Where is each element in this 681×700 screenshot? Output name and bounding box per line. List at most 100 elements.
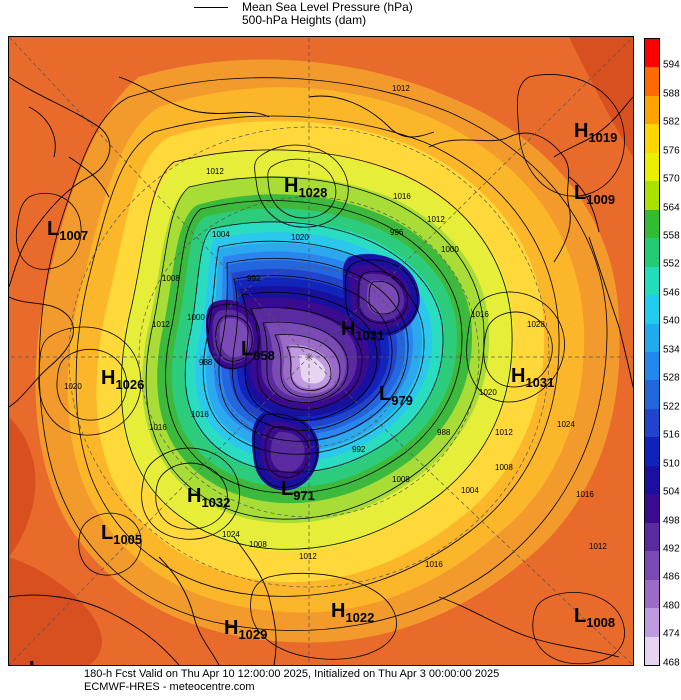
pressure-center-letter: H (331, 600, 345, 622)
colorbar-segment (645, 437, 659, 467)
colorbar (644, 38, 660, 666)
footer: 180-h Fcst Valid on Thu Apr 10 12:00:00 … (84, 668, 604, 694)
isobar-value-label: 992 (247, 274, 261, 283)
high-pressure-center: H1022 (331, 600, 374, 625)
pressure-center-letter: H (341, 318, 355, 340)
pressure-center-layer: H1019L1009H1028L1007L958H1031H1031L979H1… (29, 120, 617, 665)
colorbar-segment (645, 551, 659, 581)
colorbar-tick-label: 558 (663, 230, 680, 242)
colorbar-segment (645, 408, 659, 438)
pressure-center-value: 1029 (238, 627, 267, 642)
isobar-value-label: 1016 (576, 490, 594, 499)
isobar-value-label: 1016 (393, 192, 411, 201)
colorbar-segment (645, 39, 659, 68)
contour-label-layer: 1012 1012 1016 1012 1020 996 1004 1000 1008 992 10… (64, 84, 607, 569)
high-pressure-center: H1026 (101, 367, 144, 392)
isobar-value-label: 1012 (392, 84, 410, 93)
isobar-value-label: 992 (352, 445, 366, 454)
pressure-center-letter: H (284, 175, 298, 197)
isobar-value-label: 1008 (162, 274, 180, 283)
isobar-value-label: 1012 (427, 215, 445, 224)
isobar-value-label: 1016 (425, 560, 443, 569)
colorbar-segment (645, 494, 659, 524)
isobar-value-label: 1012 (495, 428, 513, 437)
low-pressure-center: L1009 (574, 182, 615, 207)
colorbar-segment (645, 95, 659, 125)
pressure-center-value: 1005 (113, 532, 142, 547)
colorbar-tick-label: 588 (663, 88, 680, 100)
pressure-line-swatch (194, 7, 228, 8)
pressure-center-value: 1028 (298, 185, 327, 200)
isobar-value-label: 1024 (557, 420, 575, 429)
source-credit-text: ECMWF-HRES - meteocentre.com (84, 681, 255, 693)
isobar-value-label: 1012 (589, 542, 607, 551)
isobar-value-label: 988 (199, 358, 213, 367)
pressure-center-letter: L (47, 218, 59, 240)
coastline-layer (9, 76, 633, 665)
high-pressure-center: H1028 (284, 175, 327, 200)
pressure-center-value: 979 (391, 393, 413, 408)
isobar-value-label: 1016 (471, 310, 489, 319)
colorbar-segment (645, 238, 659, 268)
pressure-center-letter: L (241, 338, 253, 360)
pressure-center-value: 1019 (588, 130, 617, 145)
pressure-center-letter: H (574, 120, 588, 142)
isobar-value-label: 1020 (64, 382, 82, 391)
pressure-center-letter: L (574, 605, 586, 627)
legend: Mean Sea Level Pressure (hPa) 500-hPa He… (190, 0, 550, 28)
isobar-value-label: 1004 (212, 230, 230, 239)
pressure-center-value: 958 (253, 348, 275, 363)
low-pressure-center: L1005 (101, 522, 142, 547)
pressure-center-value: 1009 (586, 192, 615, 207)
colorbar-tick-label: 510 (663, 458, 680, 470)
isobar-value-label: 1020 (479, 388, 497, 397)
colorbar-tick-label: 504 (663, 486, 680, 498)
graticule-layer (9, 37, 633, 665)
colorbar-tick-label: 468 (663, 657, 680, 669)
colorbar-tick-label: 474 (663, 628, 680, 640)
colorbar-segment (645, 323, 659, 353)
pressure-center-letter: L (101, 522, 113, 544)
pressure-center-letter: L (379, 383, 391, 405)
isobar-value-label: 1008 (495, 463, 513, 472)
colorbar-tick-label: 528 (663, 372, 680, 384)
colorbar-tick-label: 594 (663, 59, 680, 71)
pressure-center-value: 971 (293, 488, 315, 503)
high-pressure-center: H1031 (341, 318, 384, 343)
colorbar-segment (645, 465, 659, 495)
colorbar-tick-label: 534 (663, 344, 680, 356)
colorbar-segment (645, 380, 659, 410)
pressure-center-letter: H (187, 485, 201, 507)
isobar-value-label: 1012 (299, 552, 317, 561)
low-pressure-center: L1008 (574, 605, 615, 630)
pressure-center-value: 1031 (355, 328, 384, 343)
pressure-contour-layer (15, 74, 625, 665)
pressure-center-value: 1007 (59, 228, 88, 243)
colorbar-tick-label: 546 (663, 287, 680, 299)
isobar-value-label: 1020 (291, 233, 309, 242)
colorbar-segment (645, 579, 659, 609)
pressure-center-letter: H (101, 367, 115, 389)
colorbar-tick-label: 552 (663, 258, 680, 270)
legend-pressure-label: Mean Sea Level Pressure (hPa) (242, 0, 413, 14)
high-pressure-center: H1029 (224, 617, 267, 642)
pressure-center-letter: H (224, 617, 238, 639)
pressure-center-letter: L (574, 182, 586, 204)
low-pressure-center: L979 (379, 383, 413, 408)
colorbar-tick-label: 522 (663, 401, 680, 413)
pressure-center-value: 1022 (345, 610, 374, 625)
colorbar-tick-label: 576 (663, 145, 680, 157)
isobar-value-label: 1012 (152, 320, 170, 329)
low-pressure-center: L971 (281, 478, 315, 503)
colorbar-segment (645, 152, 659, 182)
colorbar-segment (645, 181, 659, 211)
legend-heights-label: 500-hPa Heights (dam) (242, 13, 367, 27)
pressure-center-value: 1032 (201, 495, 230, 510)
colorbar-segment (645, 266, 659, 296)
high-pressure-center: H1019 (574, 120, 617, 145)
isobar-value-label: 1000 (187, 313, 205, 322)
colorbar-segment (645, 67, 659, 97)
low-pressure-center: L1012 (29, 658, 70, 665)
colorbar-tick-label: 516 (663, 429, 680, 441)
colorbar-tick-label: 480 (663, 600, 680, 612)
